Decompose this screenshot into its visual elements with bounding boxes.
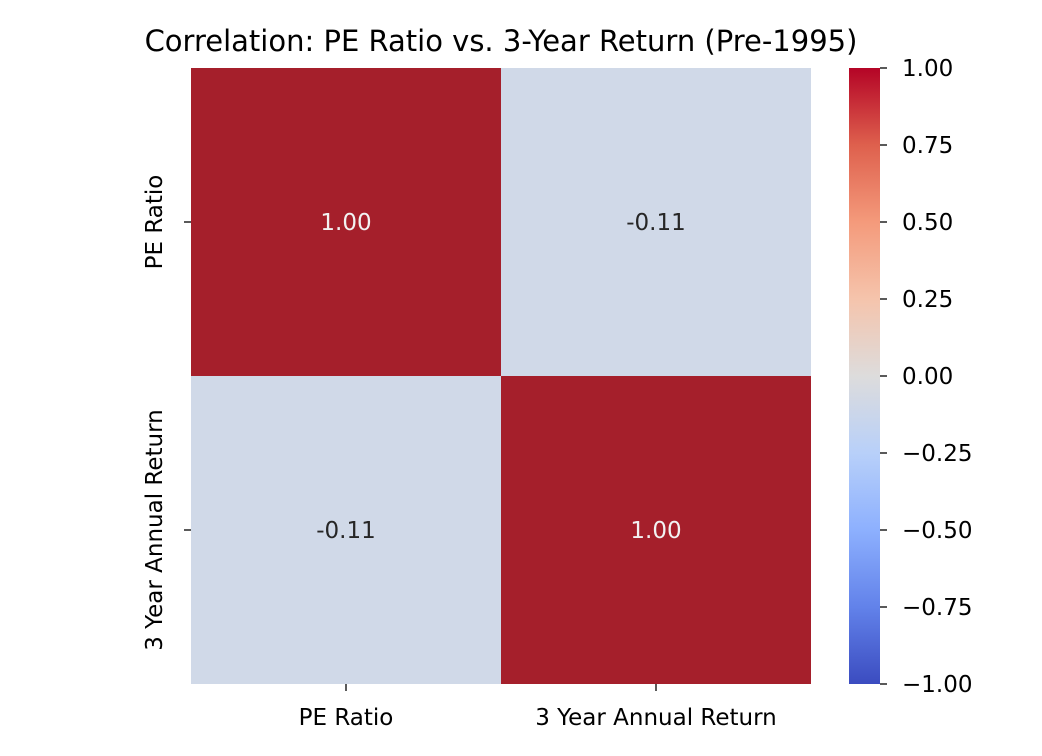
cell-value-label: -0.11 (626, 210, 686, 236)
chart-title: Correlation: PE Ratio vs. 3-Year Return … (145, 24, 858, 58)
cell-value-label: -0.11 (316, 518, 376, 544)
y-axis: PE Ratio 3 Year Annual Return (142, 175, 191, 651)
heatmap-cell (191, 376, 501, 684)
colorbar-tick-label: 0.25 (902, 287, 953, 313)
heatmap-cell (501, 376, 811, 684)
y-tick-label: PE Ratio (142, 175, 168, 270)
heatmap-cell (191, 68, 501, 376)
x-axis: PE Ratio 3 Year Annual Return (299, 684, 777, 731)
cell-value-label: 1.00 (630, 518, 681, 544)
colorbar-tick-label: 1.00 (902, 56, 953, 82)
colorbar-tick-label: 0.50 (902, 210, 953, 236)
colorbar-tick-label: −0.75 (902, 595, 972, 621)
y-tick-label: 3 Year Annual Return (142, 409, 168, 651)
colorbar (849, 68, 880, 684)
heatmap-cell-labels: 1.00 -0.11 -0.11 1.00 (316, 210, 686, 544)
heatmap-cells (191, 68, 811, 684)
colorbar-tick-label: −0.25 (902, 441, 972, 467)
colorbar-tick-label: −1.00 (902, 672, 972, 698)
colorbar-tick-label: 0.75 (902, 133, 953, 159)
colorbar-tick-label: 0.00 (902, 364, 953, 390)
colorbar-tick-label: −0.50 (902, 518, 972, 544)
cell-value-label: 1.00 (320, 210, 371, 236)
colorbar-axis: 1.00 0.75 0.50 0.25 0.00 −0.25 −0.50 −0.75 −1.00 (880, 56, 972, 698)
x-tick-label: 3 Year Annual Return (535, 705, 777, 731)
x-tick-label: PE Ratio (299, 705, 394, 731)
heatmap-cell (501, 68, 811, 376)
